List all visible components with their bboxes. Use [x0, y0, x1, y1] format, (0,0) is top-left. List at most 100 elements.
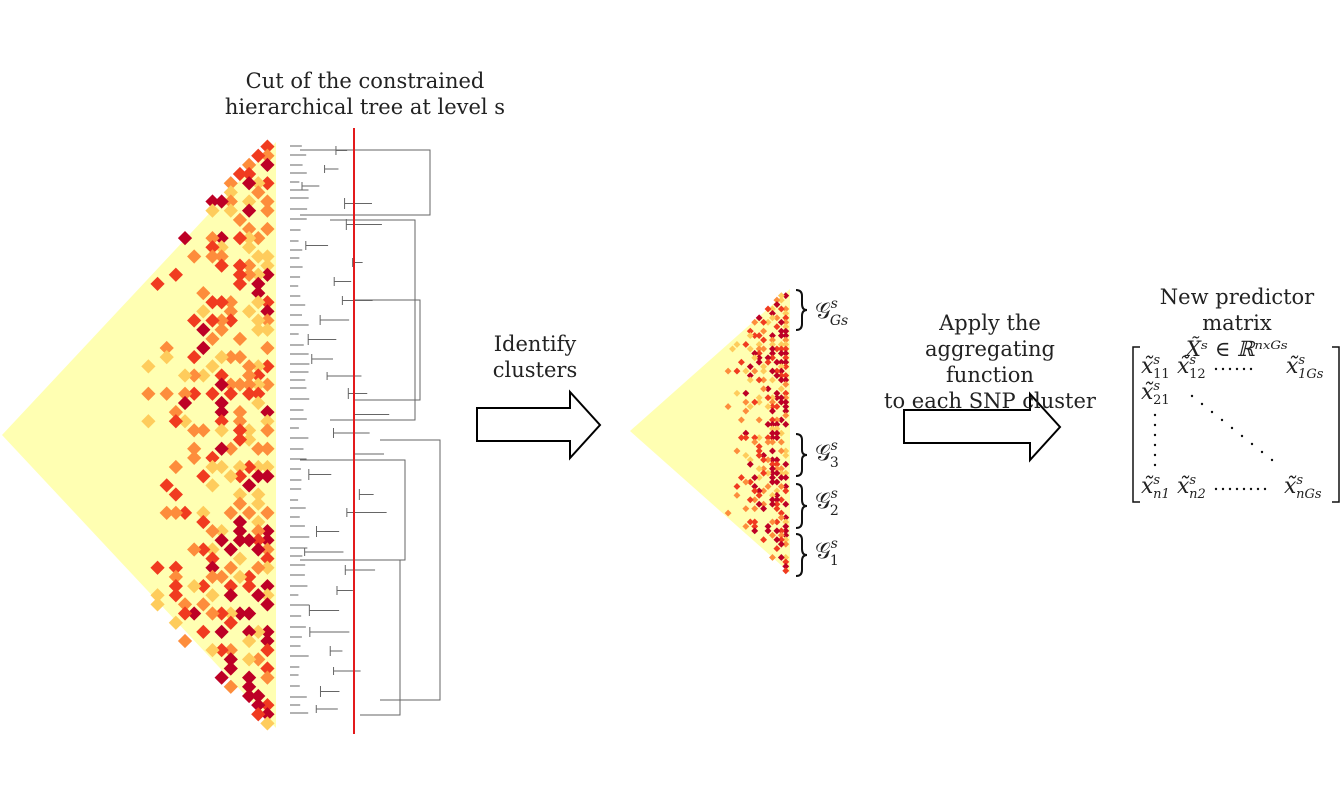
ld-cell — [168, 505, 183, 520]
ld-cell — [737, 358, 745, 366]
ld-cell — [260, 423, 275, 438]
ld-cell — [773, 500, 781, 508]
ld-cell — [777, 416, 785, 424]
dendrogram-branch — [311, 354, 333, 364]
ld-cell — [751, 332, 759, 340]
ld-cell — [260, 697, 275, 713]
ld-cell — [773, 345, 781, 353]
ld-cell — [773, 434, 781, 442]
ld-cell — [769, 367, 776, 375]
ld-cell — [760, 363, 768, 371]
ld-cell — [260, 670, 275, 685]
ld-cell — [260, 624, 275, 639]
new-matrix-caption: New predictor matrix X̃ˢ ∈ ℝⁿˣᴳˢ — [1130, 284, 1344, 362]
ld-cell — [769, 434, 776, 442]
matrix-entry-11: x̃s 11 — [1141, 353, 1170, 382]
ld-cell — [782, 394, 790, 402]
ld-cell — [260, 633, 275, 649]
ld-cell — [764, 434, 772, 442]
ld-cell — [260, 322, 275, 337]
ld-cell — [782, 327, 790, 335]
ld-cell — [733, 367, 741, 375]
ld-cell — [773, 389, 781, 397]
ld-cell — [782, 487, 790, 495]
ld-cell — [769, 407, 776, 415]
ld-cell — [782, 376, 790, 384]
ld-cell — [782, 349, 790, 357]
ld-cell — [755, 345, 763, 353]
ld-cell — [746, 496, 754, 504]
ld-cell — [764, 354, 772, 362]
ld-cell — [724, 367, 732, 375]
ld-cell — [760, 505, 768, 513]
ld-cell — [777, 327, 785, 335]
ld-cell — [251, 487, 266, 502]
ld-cell — [260, 258, 275, 273]
dendrogram-branch — [332, 428, 370, 438]
ld-cell — [755, 491, 763, 499]
ld-cell — [251, 185, 266, 200]
ld-cell — [773, 416, 781, 424]
brace-cluster-2 — [795, 483, 808, 529]
ld-cell — [755, 443, 763, 450]
dendrogram-branch — [301, 182, 320, 190]
ld-cell — [241, 221, 257, 237]
ld-cell — [755, 500, 763, 508]
ld-cell — [777, 398, 785, 406]
ld-cell — [773, 487, 781, 495]
ld-cell — [782, 389, 790, 397]
ld-cell — [260, 560, 275, 575]
ld-cell — [777, 474, 785, 482]
ld-cell — [232, 166, 248, 182]
ld-cell — [769, 429, 776, 437]
ld-cell — [760, 385, 768, 393]
ld-cell — [769, 416, 776, 424]
matrix-entry-n2: x̃s n2 — [1177, 473, 1206, 502]
ld-cell — [755, 394, 763, 402]
ld-cell — [764, 358, 772, 366]
ld-cell — [782, 420, 790, 428]
ld-cell — [755, 398, 763, 406]
ld-cell — [260, 716, 275, 731]
ld-cell — [755, 341, 763, 348]
ld-cell — [777, 349, 785, 357]
ld-cell — [223, 194, 238, 209]
dendrogram-branch — [358, 489, 374, 500]
ld-cell — [760, 345, 768, 353]
ld-cell — [733, 483, 741, 490]
ld-cell — [746, 345, 754, 353]
ld-cell — [773, 367, 781, 375]
apply-caption-line2: aggregating function — [925, 337, 1055, 387]
matrix-diagonal-dots — [1190, 394, 1274, 462]
ld-cell — [746, 327, 754, 335]
ld-cell — [769, 403, 776, 411]
ld-cell — [751, 438, 759, 446]
ld-cell — [205, 203, 220, 218]
ld-cell — [777, 394, 785, 402]
ld-cell — [769, 491, 776, 499]
brace-cluster-3 — [795, 433, 808, 477]
ld-cell — [751, 354, 759, 362]
ld-cell — [769, 474, 776, 482]
ld-cell — [769, 425, 776, 433]
ld-cell — [251, 469, 266, 484]
dendrogram-branch — [353, 410, 390, 419]
ld-cell — [782, 323, 790, 331]
ld-cell — [782, 305, 790, 313]
identify-caption-line2: clusters — [492, 358, 578, 382]
ld-cell — [769, 376, 776, 384]
ld-cell — [746, 372, 754, 379]
matrix-col1-dots — [1153, 413, 1157, 467]
ld-cell — [777, 483, 785, 490]
ld-cell — [241, 176, 257, 191]
ld-cell — [769, 398, 776, 406]
dendrogram-branch — [305, 241, 329, 250]
ld-cell — [773, 358, 781, 366]
dendrogram-branch — [380, 439, 441, 701]
ld-cell — [760, 500, 768, 508]
ld-heatmap-large — [2, 142, 276, 728]
ld-cell — [755, 358, 763, 366]
ld-cell — [782, 407, 790, 415]
matrix-definition: X̃ˢ ∈ ℝⁿˣᴳˢ — [1186, 337, 1288, 361]
dendrogram-branch — [329, 646, 343, 656]
